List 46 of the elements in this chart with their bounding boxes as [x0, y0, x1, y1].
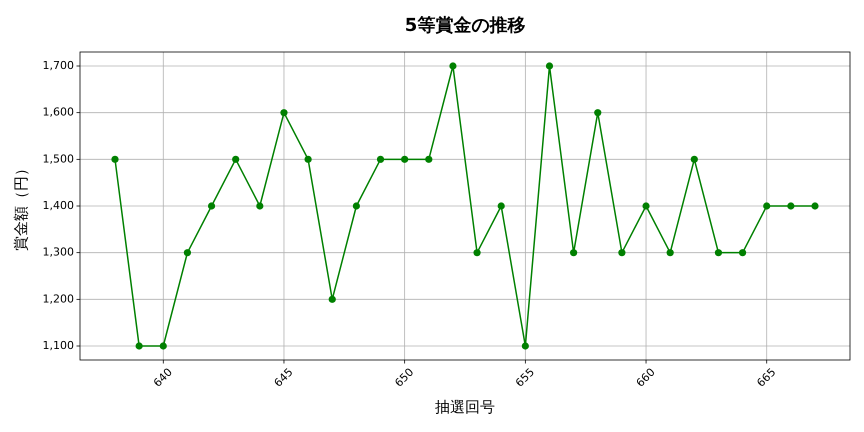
- point: [473, 249, 481, 256]
- y-tick: 1,500: [42, 152, 74, 166]
- point: [136, 342, 143, 350]
- ylabel: 賞金額（円）: [12, 161, 30, 251]
- point: [787, 202, 794, 210]
- point: [328, 296, 336, 303]
- point: [763, 202, 770, 210]
- point: [401, 156, 408, 163]
- point: [425, 156, 432, 163]
- point: [376, 156, 384, 163]
- point: [618, 249, 626, 256]
- point: [208, 202, 216, 210]
- x-tick: 660: [634, 366, 658, 390]
- point: [111, 156, 119, 163]
- x-tick: 655: [512, 366, 538, 390]
- xlabel: 抽選回号: [435, 398, 495, 416]
- point: [546, 62, 554, 70]
- y-tick: 1,300: [42, 246, 74, 259]
- y-tick: 1,200: [42, 292, 74, 306]
- x-tick: 645: [272, 366, 296, 390]
- point: [160, 342, 167, 350]
- point: [498, 202, 505, 210]
- point: [522, 342, 529, 350]
- point: [690, 156, 698, 163]
- x-tick: 640: [150, 366, 175, 390]
- point: [449, 62, 457, 70]
- point: [256, 202, 264, 210]
- point: [594, 109, 602, 116]
- y-tick: 1,400: [42, 199, 74, 212]
- y-tick: 1,100: [42, 339, 74, 352]
- point: [280, 109, 288, 116]
- point: [738, 249, 746, 256]
- y-tick: 1,700: [42, 59, 74, 72]
- point: [184, 249, 192, 256]
- point: [304, 156, 312, 163]
- point: [714, 249, 722, 256]
- point: [811, 202, 819, 210]
- x-tick: 665: [754, 366, 778, 390]
- x-tick: 650: [392, 366, 416, 390]
- point: [570, 249, 578, 256]
- point: [352, 202, 360, 210]
- point: [232, 156, 240, 163]
- title: 5等賞金の推移: [404, 14, 526, 36]
- point: [642, 202, 650, 210]
- point: [666, 249, 674, 256]
- y-tick: 1,600: [42, 106, 74, 119]
